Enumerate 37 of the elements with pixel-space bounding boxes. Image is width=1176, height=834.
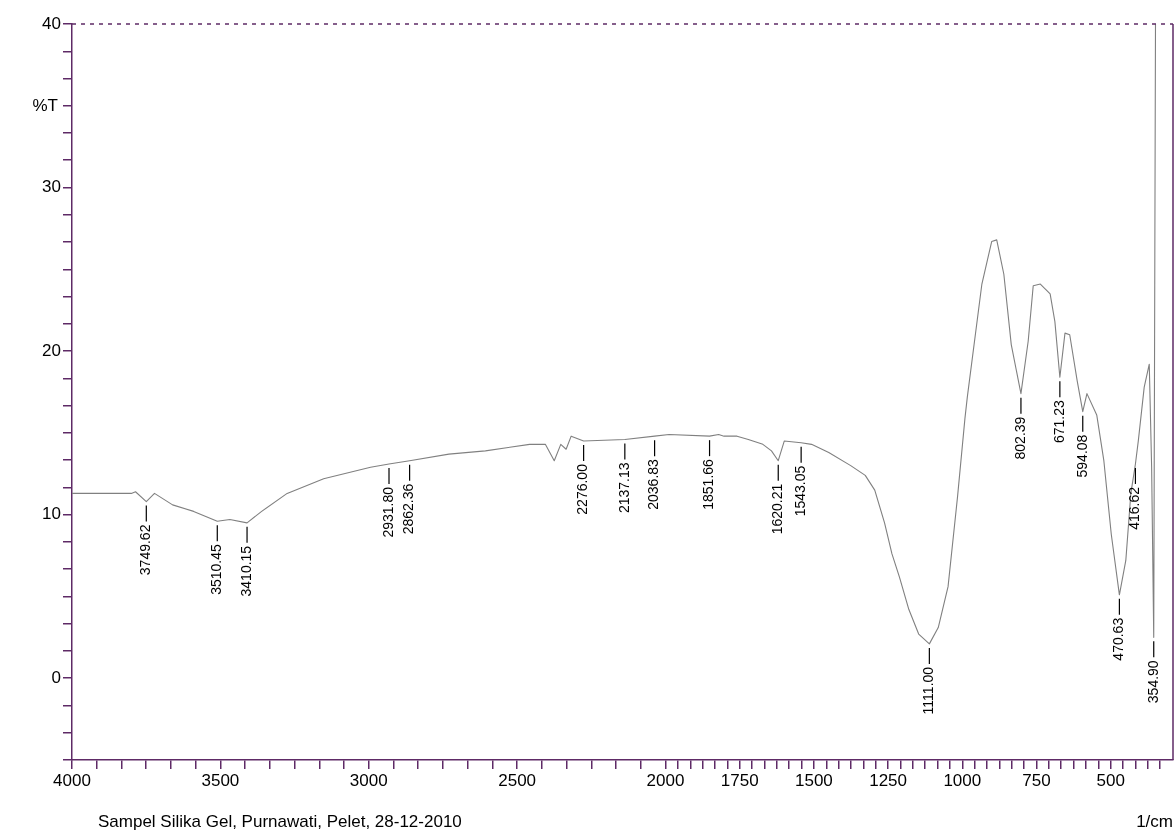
x-tick-label: 3000 xyxy=(349,770,388,790)
y-tick-label: 30 xyxy=(42,177,61,197)
text: Sampel Silika Gel, Purnawati, Pelet, 28-12-2010 xyxy=(98,811,462,831)
y-tick-label: 0 xyxy=(51,667,61,687)
x-tick-label: 1000 xyxy=(943,770,982,790)
annotation: 2036.83 xyxy=(645,458,662,510)
annotation: 1851.66 xyxy=(700,458,717,510)
annotation: 2276.00 xyxy=(574,463,591,515)
x-tick-label: 1750 xyxy=(720,770,759,790)
annotation: 1111.00 xyxy=(920,666,937,715)
annotation: 2137.13 xyxy=(615,462,632,514)
x-tick-label: 2000 xyxy=(646,770,685,790)
x-tick-label: 3500 xyxy=(201,770,240,790)
x-tick-label: 1500 xyxy=(795,770,833,790)
annotation: 802.39 xyxy=(1011,416,1028,460)
annotation: 3410.15 xyxy=(237,545,254,597)
x-tick-label: 750 xyxy=(1022,770,1051,790)
annotation: 470.63 xyxy=(1110,617,1127,661)
annotation: 3749.62 xyxy=(137,524,154,576)
annotation: 2931.80 xyxy=(379,486,396,538)
x-axis-title: 1/cm xyxy=(1136,811,1173,831)
annotation: 1620.21 xyxy=(769,483,786,535)
annotation: 416.62 xyxy=(1126,486,1143,530)
y-tick-label: 40 xyxy=(42,13,61,33)
y-tick-label: 10 xyxy=(42,504,61,524)
y-tick-label: 20 xyxy=(42,340,61,360)
x-tick-label: 4000 xyxy=(53,770,91,790)
x-tick-label: 500 xyxy=(1096,770,1125,790)
annotation: 3510.45 xyxy=(208,544,225,595)
annotation: 594.08 xyxy=(1073,434,1090,478)
annotation: 2862.36 xyxy=(400,483,417,535)
x-tick-label: 1250 xyxy=(869,770,908,790)
annotation: 1543.05 xyxy=(792,465,808,517)
annotation: 354.90 xyxy=(1144,660,1161,704)
y-axis-title: %T xyxy=(32,95,58,115)
annotation: 671.23 xyxy=(1050,400,1067,444)
x-tick-label: 2500 xyxy=(498,770,537,790)
